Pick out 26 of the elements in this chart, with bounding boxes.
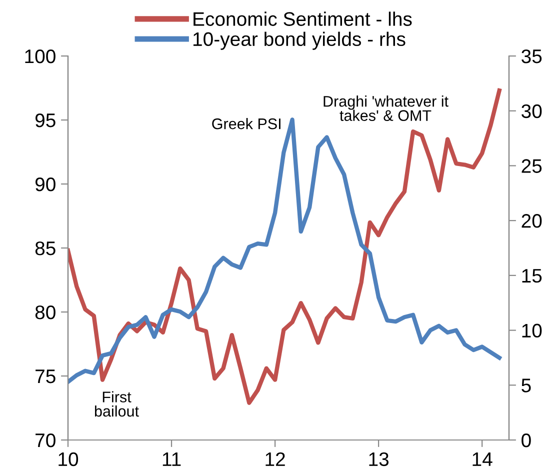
x-tick-label: 14 bbox=[472, 452, 492, 466]
annotation: First bailout bbox=[94, 391, 139, 417]
x-tick-label: 12 bbox=[266, 452, 285, 466]
x-tick-label: 10 bbox=[58, 452, 78, 466]
y2-tick-label: 0 bbox=[522, 433, 531, 448]
y-tick-label: 90 bbox=[35, 177, 56, 192]
legend-label: Economic Sentiment - lhs bbox=[194, 12, 412, 26]
annotation: Draghi 'whatever it takes' & OMT bbox=[324, 96, 448, 121]
y2-tick-label: 35 bbox=[522, 49, 542, 64]
y-tick-label: 70 bbox=[36, 433, 56, 448]
y2-tick-label: 5 bbox=[522, 378, 531, 392]
y-tick-label: 75 bbox=[36, 370, 56, 384]
y2-tick-label: 30 bbox=[522, 104, 542, 118]
y2-tick-label: 20 bbox=[522, 214, 542, 228]
y-tick-label: 95 bbox=[35, 113, 56, 128]
x-tick-label: 11 bbox=[162, 452, 181, 466]
y2-tick-label: 10 bbox=[522, 324, 542, 338]
y2-tick-label: 25 bbox=[522, 159, 542, 173]
y2-tick-label: 15 bbox=[522, 269, 542, 283]
y-tick-label: 100 bbox=[25, 49, 56, 64]
line-series bbox=[68, 88, 502, 405]
y-tick-label: 80 bbox=[35, 305, 56, 320]
annotation: Greek PSI bbox=[212, 118, 280, 130]
x-tick-label: 13 bbox=[369, 452, 389, 466]
y-tick-label: 85 bbox=[35, 241, 56, 256]
legend-label: 10-year bond yields - rhs bbox=[193, 32, 406, 50]
